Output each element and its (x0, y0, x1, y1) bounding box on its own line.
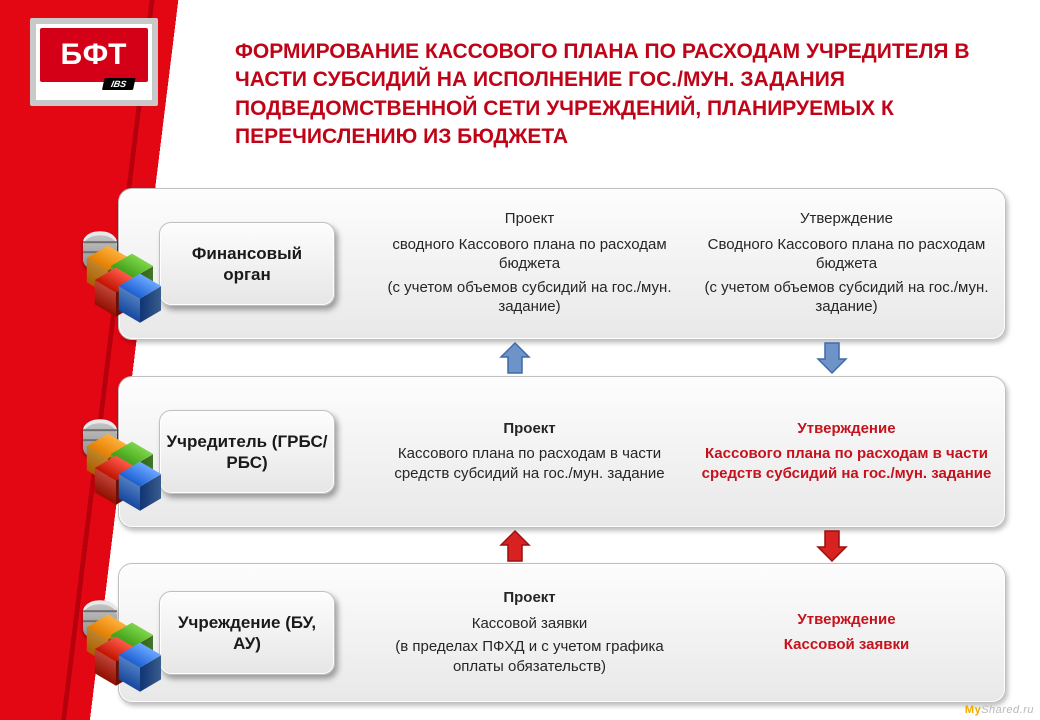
line: Кассового плана по расходам в части сред… (700, 444, 993, 483)
watermark-rest: Shared.ru (981, 704, 1034, 716)
line: (с учетом объемов субсидий на гос./мун. … (700, 278, 993, 317)
lane-label: Учреждение (БУ, АУ) (159, 591, 335, 675)
cubes-icon (87, 441, 157, 501)
cubes-icon (87, 622, 157, 682)
heading: Утверждение (797, 610, 895, 630)
logo-sub: IBS (102, 78, 136, 90)
arrow-down-icon (815, 341, 849, 375)
arrow-down-icon (815, 529, 849, 563)
logo: БФТ IBS (30, 18, 158, 106)
lane3-left-col: Проект Кассовой заявки (в пределах ПФХД … (383, 572, 676, 694)
heading: Утверждение (800, 209, 893, 229)
heading: Проект (505, 209, 554, 229)
line: сводного Кассового плана по расходам бюд… (383, 235, 676, 274)
lane3-right-col: Утверждение Кассовой заявки (700, 572, 993, 694)
cubes-icon (87, 253, 157, 313)
lane-label: Учредитель (ГРБС/РБС) (159, 410, 335, 494)
line: Кассовой заявки (472, 614, 588, 634)
line: Кассового плана по расходам в части сред… (383, 444, 676, 483)
lane-founder: Учредитель (ГРБС/РБС) Проект Кассового п… (118, 376, 1006, 528)
lane-institution: Учреждение (БУ, АУ) Проект Кассовой заяв… (118, 563, 1006, 703)
lane2-right-col: Утверждение Кассового плана по расходам … (700, 385, 993, 519)
watermark-brand: My (965, 704, 981, 716)
arrow-up-icon (498, 341, 532, 375)
line: (в пределах ПФХД и с учетом графика опла… (383, 637, 676, 676)
lane-financial-body: Финансовый орган Проект сводного Кассово… (118, 188, 1006, 340)
lane1-left-col: Проект сводного Кассового плана по расхо… (383, 197, 676, 331)
arrow-up-icon (498, 529, 532, 563)
heading: Проект (503, 588, 555, 608)
logo-text: БФТ (40, 28, 148, 82)
heading: Проект (503, 419, 555, 439)
lane1-right-col: Утверждение Сводного Кассового плана по … (700, 197, 993, 331)
line: Кассовой заявки (784, 635, 909, 655)
lane2-left-col: Проект Кассового плана по расходам в час… (383, 385, 676, 519)
heading: Утверждение (797, 419, 895, 439)
slide-title: ФОРМИРОВАНИЕ КАССОВОГО ПЛАНА ПО РАСХОДАМ… (235, 38, 1005, 151)
watermark: MyShared.ru (965, 704, 1034, 716)
line: (с учетом объемов субсидий на гос./мун. … (383, 278, 676, 317)
slide-content: БФТ IBS ФОРМИРОВАНИЕ КАССОВОГО ПЛАНА ПО … (0, 0, 1040, 720)
line: Сводного Кассового плана по расходам бюд… (700, 235, 993, 274)
lane-label: Финансовый орган (159, 222, 335, 306)
